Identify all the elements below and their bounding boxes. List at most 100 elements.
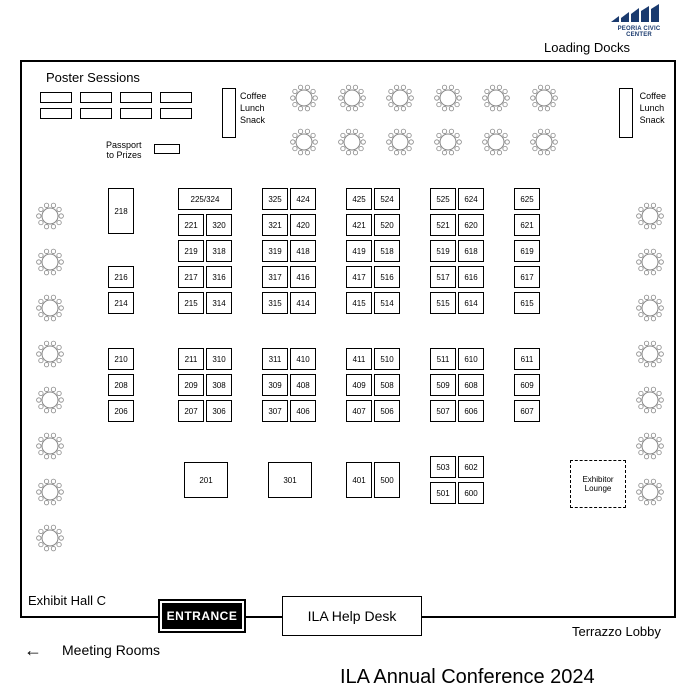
booth-320: 320 [206, 214, 232, 236]
poster-rect [160, 92, 192, 103]
booth-508: 508 [374, 374, 400, 396]
booth-600: 600 [458, 482, 484, 504]
booth-519: 519 [430, 240, 456, 262]
round-table [36, 248, 64, 279]
round-table [386, 128, 414, 159]
booth-209: 209 [178, 374, 204, 396]
booth-414: 414 [290, 292, 316, 314]
booth-407: 407 [346, 400, 372, 422]
booth-521: 521 [430, 214, 456, 236]
booth-207: 207 [178, 400, 204, 422]
round-table [36, 340, 64, 371]
coffee-label-right: Coffee Lunch Snack [640, 90, 666, 126]
round-table [434, 128, 462, 159]
booth-216: 216 [108, 266, 134, 288]
booth-309: 309 [262, 374, 288, 396]
booth-509: 509 [430, 374, 456, 396]
booth-511: 511 [430, 348, 456, 370]
booth-307: 307 [262, 400, 288, 422]
poster-rect [40, 108, 72, 119]
meeting-rooms-label: Meeting Rooms [62, 642, 160, 658]
exhibit-hall-border: Poster Sessions Coffee Lunch Snack Coffe… [20, 60, 676, 618]
coffee-station-left [222, 88, 236, 138]
booth-501: 501 [430, 482, 456, 504]
loading-docks-label: Loading Docks [544, 40, 630, 55]
booth-620: 620 [458, 214, 484, 236]
round-table [636, 294, 664, 325]
booth-525: 525 [430, 188, 456, 210]
help-desk: ILA Help Desk [282, 596, 422, 636]
round-table [434, 84, 462, 115]
booth-311: 311 [262, 348, 288, 370]
booth-510: 510 [374, 348, 400, 370]
booth-218: 218 [108, 188, 134, 234]
venue-logo-text: PEORIA CIVIC CENTER [604, 26, 674, 38]
booth-610: 610 [458, 348, 484, 370]
round-table [386, 84, 414, 115]
poster-sessions-label: Poster Sessions [46, 70, 140, 85]
booth-315: 315 [262, 292, 288, 314]
page-title: ILA Annual Conference 2024 [340, 666, 595, 689]
round-table [36, 478, 64, 509]
poster-row-1 [40, 92, 192, 103]
round-table [482, 128, 510, 159]
booth-514: 514 [374, 292, 400, 314]
booth-625: 625 [514, 188, 540, 210]
round-table [290, 84, 318, 115]
poster-rect [120, 92, 152, 103]
booth-215: 215 [178, 292, 204, 314]
venue-logo: PEORIA CIVIC CENTER [604, 4, 674, 38]
booth-217: 217 [178, 266, 204, 288]
booth-306: 306 [206, 400, 232, 422]
booth-614: 614 [458, 292, 484, 314]
booth-210: 210 [108, 348, 134, 370]
poster-rect [120, 108, 152, 119]
booth-211: 211 [178, 348, 204, 370]
booth-607: 607 [514, 400, 540, 422]
booth-621: 621 [514, 214, 540, 236]
booth-416: 416 [290, 266, 316, 288]
booth-325: 325 [262, 188, 288, 210]
poster-rect [80, 92, 112, 103]
round-table [338, 128, 366, 159]
exhibitor-lounge: Exhibitor Lounge [570, 460, 626, 508]
booth-524: 524 [374, 188, 400, 210]
round-table [636, 248, 664, 279]
booth-617: 617 [514, 266, 540, 288]
booth-611: 611 [514, 348, 540, 370]
booth-419: 419 [346, 240, 372, 262]
booth-619: 619 [514, 240, 540, 262]
booth-424: 424 [290, 188, 316, 210]
booth-214: 214 [108, 292, 134, 314]
booth-316: 316 [206, 266, 232, 288]
booth-409: 409 [346, 374, 372, 396]
passport-box [154, 144, 180, 154]
round-table [636, 386, 664, 417]
booth-516: 516 [374, 266, 400, 288]
booth-219: 219 [178, 240, 204, 262]
booth-406: 406 [290, 400, 316, 422]
booth-314: 314 [206, 292, 232, 314]
round-table [290, 128, 318, 159]
round-table [36, 202, 64, 233]
booth-518: 518 [374, 240, 400, 262]
booth-308: 308 [206, 374, 232, 396]
booth-609: 609 [514, 374, 540, 396]
round-table [530, 128, 558, 159]
booth-615: 615 [514, 292, 540, 314]
poster-rect [40, 92, 72, 103]
booth-318: 318 [206, 240, 232, 262]
booth-500: 500 [374, 462, 400, 498]
booth-506: 506 [374, 400, 400, 422]
booth-408: 408 [290, 374, 316, 396]
booth-317: 317 [262, 266, 288, 288]
round-table [36, 294, 64, 325]
booth-507: 507 [430, 400, 456, 422]
booth-517: 517 [430, 266, 456, 288]
booth-201: 201 [184, 462, 228, 498]
booth-503: 503 [430, 456, 456, 478]
poster-rect [80, 108, 112, 119]
poster-row-2 [40, 108, 192, 119]
exhibit-hall-label: Exhibit Hall C [28, 593, 106, 608]
booth-301: 301 [268, 462, 312, 498]
